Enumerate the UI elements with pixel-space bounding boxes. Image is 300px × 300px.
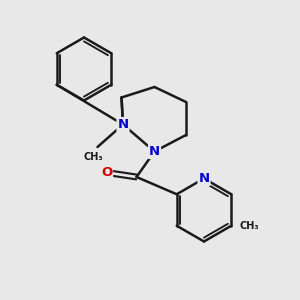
Text: CH₃: CH₃ [83, 152, 103, 162]
Text: O: O [101, 166, 112, 179]
Text: N: N [149, 145, 160, 158]
Text: N: N [198, 172, 210, 185]
Text: N: N [117, 118, 129, 131]
Text: CH₃: CH₃ [240, 221, 259, 231]
